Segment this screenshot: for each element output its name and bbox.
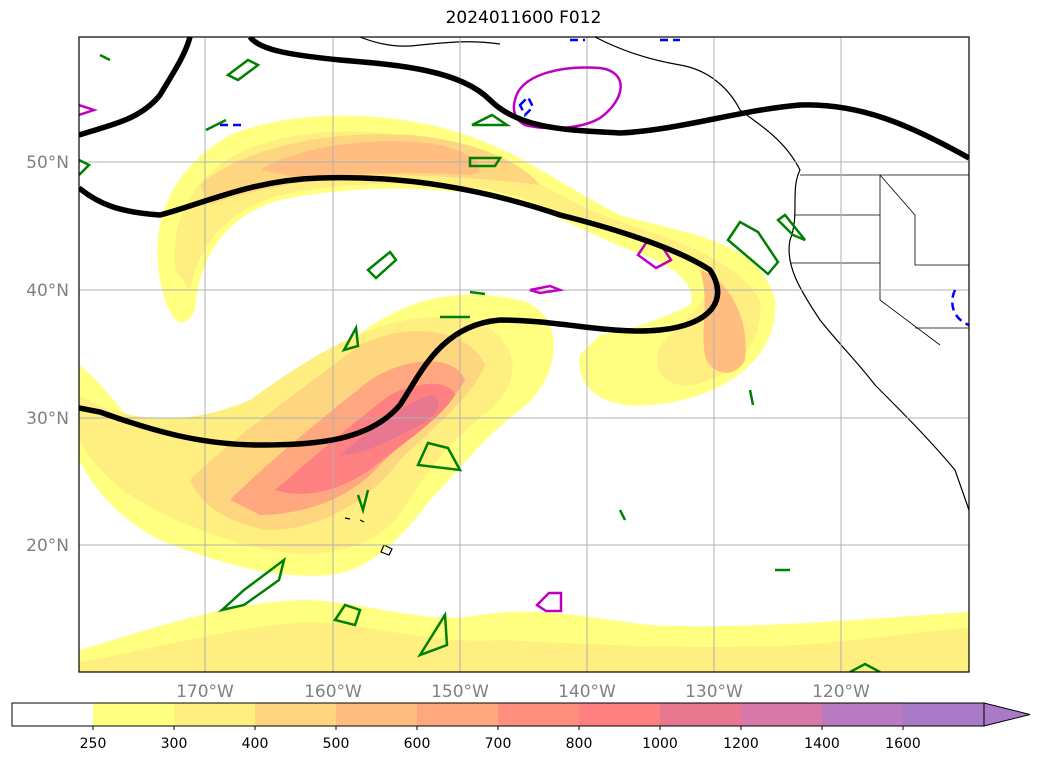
- blue-contours: [220, 38, 969, 327]
- hawaii-islands: [344, 517, 393, 556]
- black-contours: [79, 37, 969, 448]
- lon-label: 140°W: [558, 682, 616, 702]
- colorbar-segment: [336, 703, 417, 726]
- colorbar-segment: [741, 703, 822, 726]
- nv-border: [879, 263, 941, 346]
- lon-label: 150°W: [431, 682, 489, 702]
- colorbar-segment: [579, 703, 660, 726]
- colorbar-segment: [903, 703, 984, 726]
- western-contour: [79, 37, 193, 138]
- graticule: [79, 37, 969, 672]
- colorbar-segment: [417, 703, 498, 726]
- colorbar-segment: [255, 703, 336, 726]
- colorbar-segment: [498, 703, 579, 726]
- lat-label: 30°N: [26, 409, 69, 429]
- map-title: 2024011600 F012: [445, 8, 602, 28]
- colorbar-tick-label: 700: [485, 736, 512, 752]
- colorbar-tick-label: 800: [566, 736, 593, 752]
- colorbar-tick-label: 1600: [885, 736, 921, 752]
- east-plume-500: [700, 270, 746, 373]
- northern-plume-300: [174, 131, 761, 386]
- colorbar: 250 300 400 500 600 700 800 1000 1200 1400 1600: [11, 702, 1031, 752]
- coastlines: [344, 37, 969, 556]
- colorbar-segment: [12, 703, 93, 726]
- northern-jet-contour: [247, 37, 969, 161]
- alaska-coast: [359, 37, 501, 47]
- lat-label: 20°N: [26, 536, 69, 556]
- colorbar-segment: [174, 703, 255, 726]
- colorbar-tick-label: 300: [161, 736, 188, 752]
- colorbar-tick-label: 1400: [804, 736, 840, 752]
- map-frame: [78, 36, 970, 673]
- longitude-labels: 170°W 160°W 150°W 140°W 130°W 120°W: [176, 682, 870, 702]
- colorbar-extend-arrow: [983, 702, 1031, 727]
- colorbar-tick-label: 1200: [723, 736, 759, 752]
- tropical-band-300: [79, 622, 969, 672]
- colorbar-tick-label: 400: [242, 736, 269, 752]
- lat-label: 50°N: [26, 153, 69, 173]
- lon-label: 130°W: [685, 682, 743, 702]
- lat-label: 40°N: [26, 281, 69, 301]
- lon-label: 170°W: [176, 682, 234, 702]
- colorbar-tick-label: 600: [404, 736, 431, 752]
- north-america-coast: [594, 37, 969, 511]
- colorbar-tick-label: 250: [80, 736, 107, 752]
- map-panel: [79, 37, 969, 672]
- colorbar-tick-label: 500: [323, 736, 350, 752]
- colorbar-segment: [822, 703, 903, 726]
- lon-label: 160°W: [304, 682, 362, 702]
- colorbar-segment: [660, 703, 741, 726]
- green-contours: [79, 53, 881, 672]
- colorbar-segment: [93, 703, 174, 726]
- magenta-contours: [79, 66, 673, 613]
- southern-plume-1000: [340, 395, 439, 455]
- lon-label: 120°W: [812, 682, 870, 702]
- state-borders: [790, 174, 969, 346]
- jet-loop-contour: [79, 174, 721, 448]
- id-border: [879, 174, 969, 266]
- northern-plume-500: [260, 141, 480, 178]
- colorbar-tick-label: 1000: [642, 736, 678, 752]
- latitude-labels: 50°N 40°N 30°N 20°N: [26, 153, 69, 556]
